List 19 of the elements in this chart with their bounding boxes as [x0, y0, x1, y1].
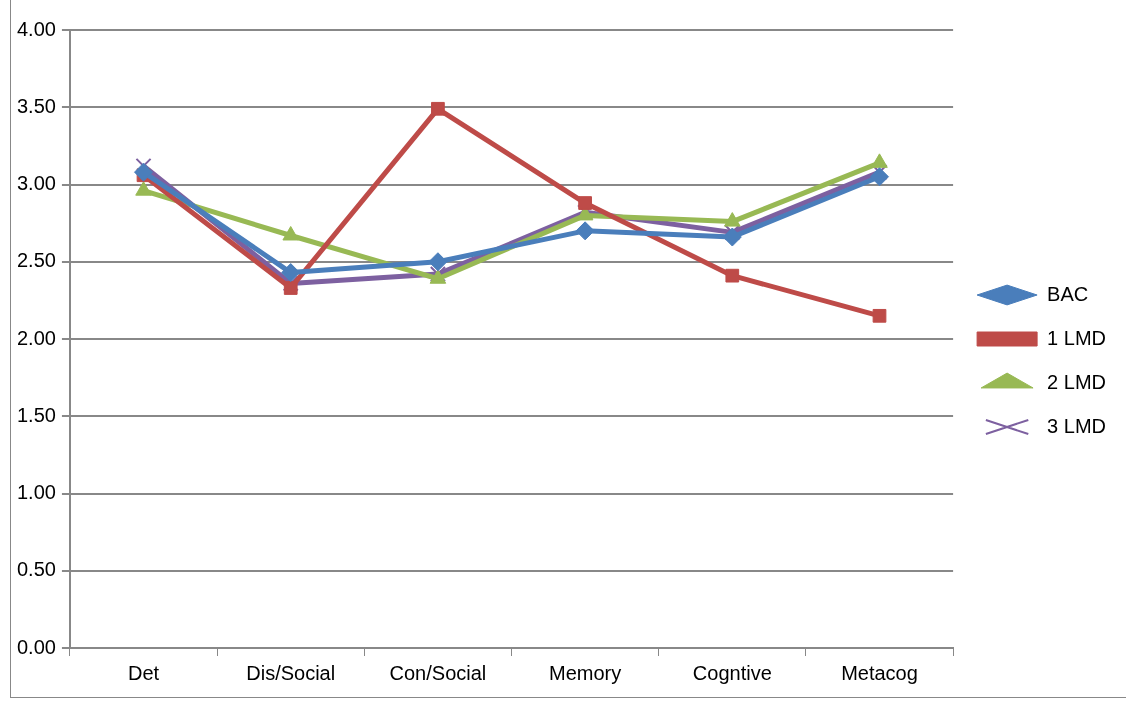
y-tick-label: 3.00 [16, 172, 56, 195]
x-tick-label: Det [127, 661, 160, 684]
y-tick-label: 0.00 [16, 635, 56, 658]
y-tick-label: 2.00 [16, 326, 56, 349]
x-tick-label: Metacog [841, 661, 918, 684]
y-tick-label: 1.50 [16, 403, 56, 426]
y-tick-label: 1.00 [16, 481, 56, 504]
y-tick-label: 3.50 [16, 94, 56, 117]
x-tick-label: Cogntive [692, 661, 772, 684]
legend-label: 1 LMD [1047, 326, 1106, 349]
legend-label: 3 LMD [1047, 414, 1106, 437]
legend-label: 2 LMD [1047, 370, 1106, 393]
x-tick-label: Con/Social [389, 661, 487, 684]
y-tick-label: 4.00 [16, 17, 56, 40]
y-tick-label: 2.50 [16, 249, 56, 272]
legend-label: BAC [1047, 282, 1089, 305]
x-tick-label: Memory [548, 661, 622, 684]
y-tick-label: 0.50 [16, 558, 56, 581]
x-tick-label: Dis/Social [246, 661, 336, 684]
